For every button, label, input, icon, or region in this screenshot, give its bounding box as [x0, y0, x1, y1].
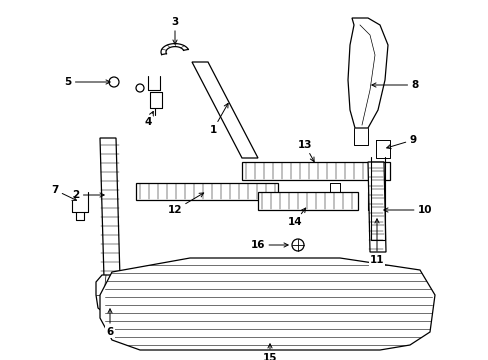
Text: 1: 1	[209, 103, 227, 135]
Text: 16: 16	[250, 240, 287, 250]
Polygon shape	[100, 138, 120, 278]
Text: 13: 13	[297, 140, 313, 162]
Text: 11: 11	[369, 219, 384, 265]
Text: 7: 7	[51, 185, 76, 201]
Polygon shape	[242, 162, 389, 180]
Text: 4: 4	[144, 112, 153, 127]
Text: 2: 2	[72, 190, 104, 200]
Text: 8: 8	[371, 80, 418, 90]
Text: 15: 15	[262, 344, 277, 360]
Text: 12: 12	[167, 193, 203, 215]
Polygon shape	[347, 18, 387, 128]
Text: 5: 5	[64, 77, 110, 87]
Polygon shape	[96, 275, 132, 316]
Polygon shape	[367, 162, 385, 252]
Text: 14: 14	[287, 208, 305, 227]
Text: 9: 9	[386, 135, 416, 149]
Polygon shape	[192, 62, 258, 158]
Text: 10: 10	[383, 205, 431, 215]
Text: 3: 3	[171, 17, 178, 44]
Polygon shape	[136, 183, 278, 200]
Polygon shape	[100, 258, 434, 350]
Polygon shape	[258, 192, 357, 210]
Text: 6: 6	[106, 309, 113, 337]
